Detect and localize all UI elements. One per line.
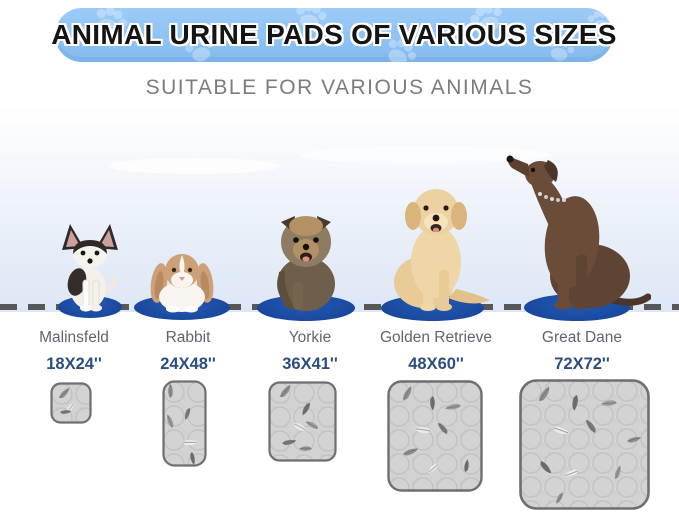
animal-name: Golden Retrieve [379,329,492,346]
page-title: ANIMAL URINE PADS OF VARIOUS SIZES [51,19,617,50]
pad-size-label: 18X24'' [46,355,102,373]
chihuahua-illustration [62,224,118,312]
title-banner: ANIMAL URINE PADS OF VARIOUS SIZES [51,8,616,62]
animal-name: Rabbit [165,329,211,346]
urine-pad-preview [268,381,337,462]
yorkie-illustration [277,216,335,311]
great-dane-illustration [506,155,651,310]
animal-name: Great Dane [541,329,623,346]
urine-pad-preview [162,380,207,467]
rabbit-illustration [150,254,214,313]
urine-pad-preview [519,379,650,510]
animal-name: Malinsfeld [39,329,109,346]
pad-size-label: 24X48'' [160,355,216,373]
pad-size-label: 36X41'' [282,355,338,373]
golden-retriever-illustration [394,189,490,311]
cloud-decoration [300,146,550,164]
urine-pad-preview [387,380,483,492]
cloud-decoration [545,66,665,100]
subtitle: SUITABLE FOR VARIOUS ANIMALS [145,76,534,99]
pad-size-label: 48X60'' [408,355,464,373]
urine-pad-preview [50,382,92,424]
pad-size-label: 72X72'' [554,355,610,373]
animal-name: Yorkie [288,329,332,346]
cloud-decoration [110,158,280,174]
